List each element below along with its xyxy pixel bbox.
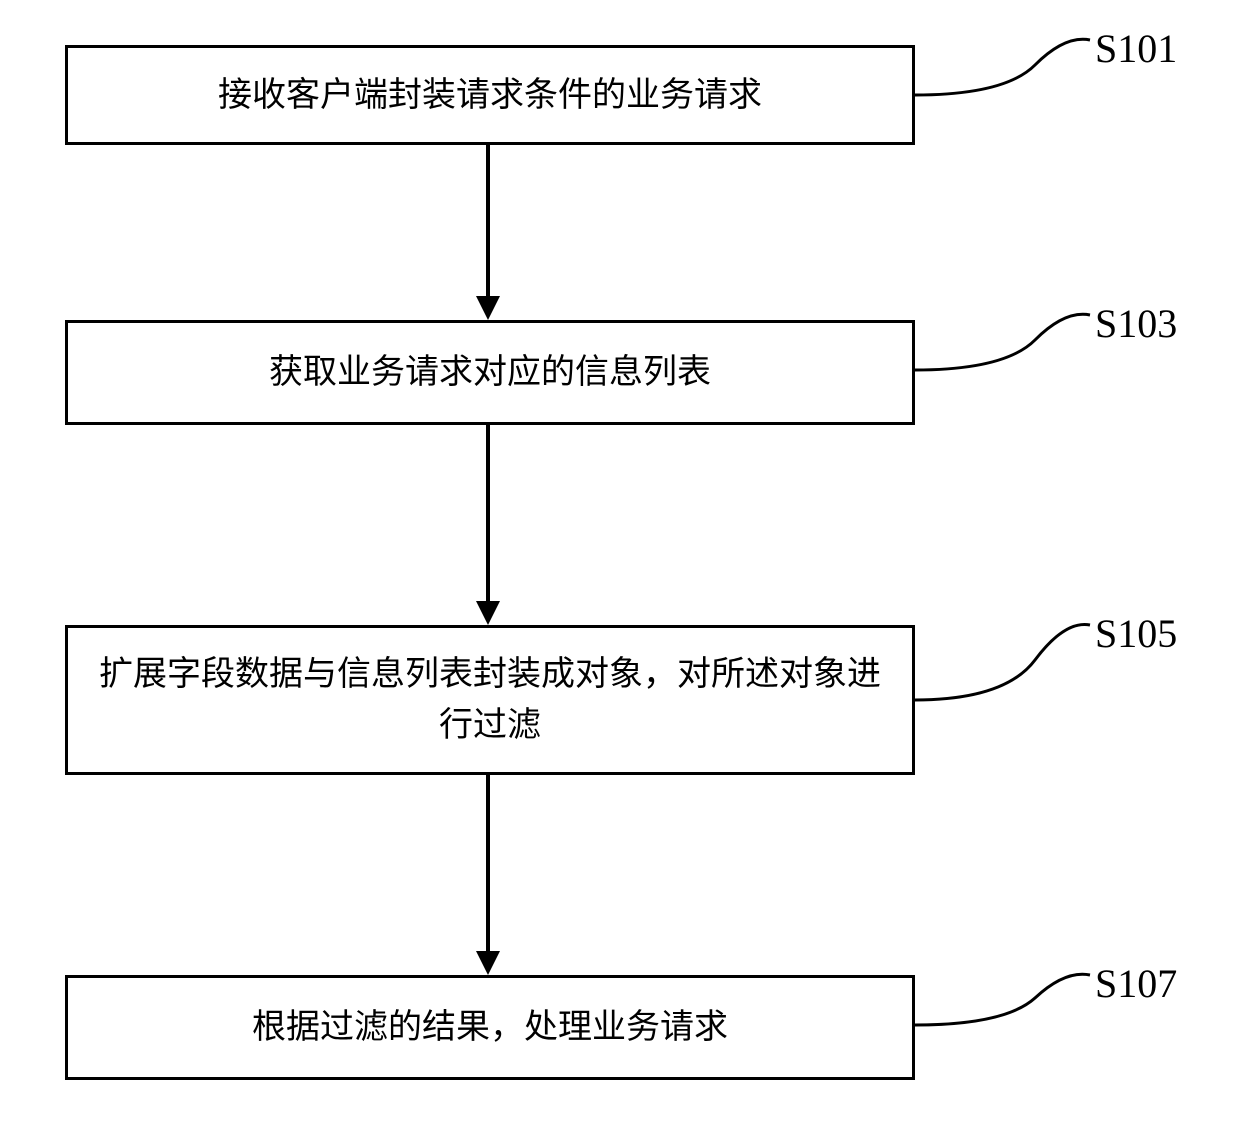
arrow-1 bbox=[476, 145, 500, 320]
flowchart-node-1: 接收客户端封装请求条件的业务请求 bbox=[65, 45, 915, 145]
flowchart-node-2: 获取业务请求对应的信息列表 bbox=[65, 320, 915, 425]
flowchart-node-4: 根据过滤的结果，处理业务请求 bbox=[65, 975, 915, 1080]
connector-curve-1 bbox=[915, 25, 1095, 105]
step-label-1: S101 bbox=[1095, 25, 1177, 72]
node-4-text: 根据过滤的结果，处理业务请求 bbox=[252, 1002, 728, 1053]
arrow-3 bbox=[476, 775, 500, 975]
node-3-text: 扩展字段数据与信息列表封装成对象，对所述对象进行过滤 bbox=[88, 649, 892, 751]
flowchart-container: 接收客户端封装请求条件的业务请求 S101 获取业务请求对应的信息列表 S103… bbox=[0, 0, 1235, 1147]
node-2-text: 获取业务请求对应的信息列表 bbox=[269, 347, 711, 398]
flowchart-node-3: 扩展字段数据与信息列表封装成对象，对所述对象进行过滤 bbox=[65, 625, 915, 775]
arrow-2 bbox=[476, 425, 500, 625]
node-1-text: 接收客户端封装请求条件的业务请求 bbox=[218, 70, 762, 121]
step-label-3: S105 bbox=[1095, 610, 1177, 657]
step-label-2: S103 bbox=[1095, 300, 1177, 347]
connector-curve-3 bbox=[915, 610, 1095, 710]
connector-curve-2 bbox=[915, 300, 1095, 380]
connector-curve-4 bbox=[915, 960, 1095, 1040]
step-label-4: S107 bbox=[1095, 960, 1177, 1007]
